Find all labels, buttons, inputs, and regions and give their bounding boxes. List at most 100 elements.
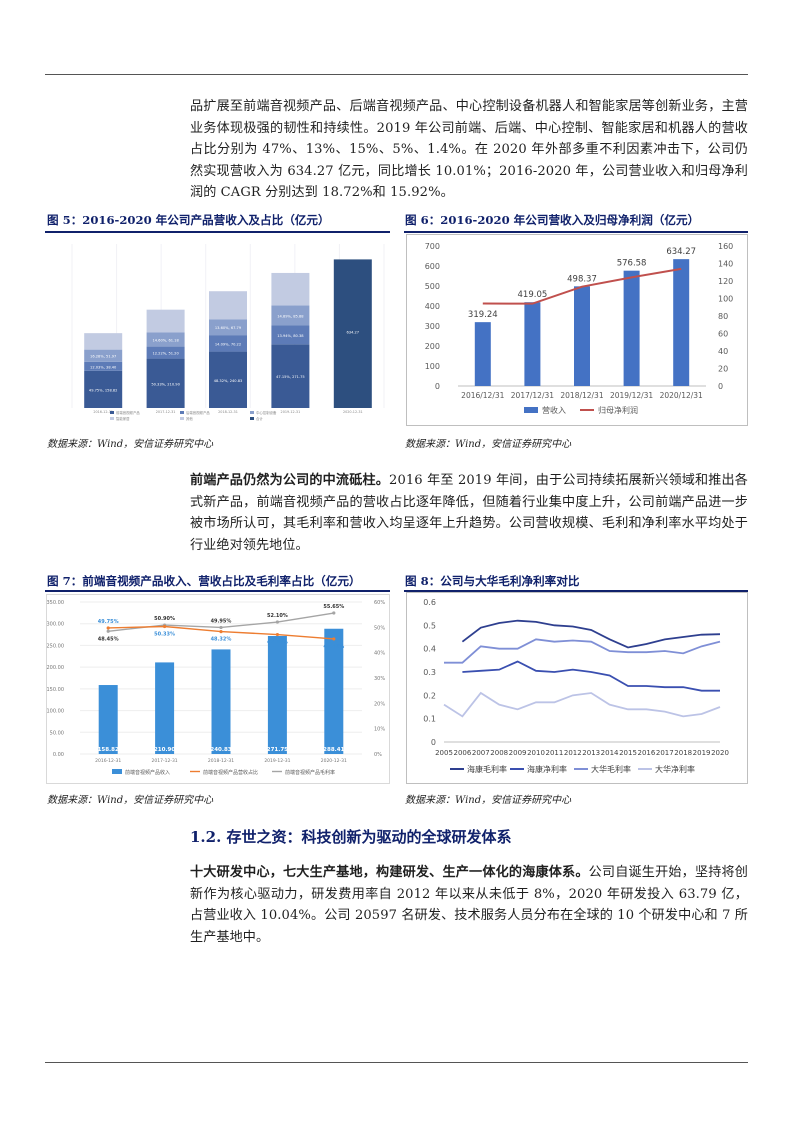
fig8-legend-label: 大华净利率 [655,764,695,774]
fig6-line-net-profit [482,267,682,305]
fig5-legend-swatch [180,417,184,420]
fig7-share-point [332,637,336,641]
fig8-title-underline [404,590,748,592]
fig7-margin-label: 52.10% [267,613,288,619]
fig8-x-tick-label: 2019 [693,749,711,757]
fig7-share-label: 50.33% [154,631,175,637]
fig7-share-label: 45.42% [323,644,344,650]
fig5-x-tick-label: 2016-12-31 [93,410,113,414]
fig7-x-tick-label: 2016-12-31 [95,758,121,764]
fig6-y2-tick-label: 0 [718,382,723,391]
fig6-x-tick-label: 2018/12/31 [560,391,603,400]
section-heading: 1.2. 存世之资：科技创新为驱动的全球研发体系 [190,828,512,846]
fig6-y2-tick-label: 80 [718,312,728,321]
fig6-y2-tick-label: 160 [718,242,733,251]
fig7-title: 图 7：前端音视频产品收入、营收占比及毛利率占比（亿元） [47,574,361,588]
fig5-x-tick-label: 2018-12-31 [218,410,238,414]
fig5-bar-segment [209,335,247,352]
fig7-y-tick-label: 150.00 [47,687,65,693]
fig5-bar-segment [271,305,310,326]
fig5-title: 图 5：2016-2020 年公司产品营收入及占比（亿元） [47,213,330,227]
fig5-segment-label: 12.22%, 51.20 [152,352,179,356]
fig8-x-tick-label: 2016 [637,749,655,757]
fig6-y-tick-label: 100 [425,362,440,371]
fig5-legend-swatch [110,411,114,414]
fig5-bar-segment [146,332,185,347]
fig5-chart: 49.75%, 158.82 12.03%, 38.40 16.28%, 51.97… [50,236,390,426]
fig7-x-tick-label: 2018-12-31 [208,758,234,764]
fig7-y-tick-label: 50.00 [50,730,64,736]
fig6-x-tick-label: 2020/12/31 [660,391,703,400]
fig5-x-tick-label: 2020-12-31 [343,410,363,414]
fig5-segment-label: 14.89%, 85.88 [277,314,304,318]
fig7-y2-tick-label: 0% [374,752,382,758]
fig5-segment-label: 14.09%, 70.22 [215,342,241,346]
fig6-y2-tick-label: 100 [718,295,733,304]
fig5-bar-segment [271,272,310,306]
fig8-legend-label: 海康净利率 [527,764,567,774]
fig7-bar-label: 240.83 [210,747,231,753]
fig6-y-tick-label: 0 [435,382,440,391]
fig8-line [461,619,721,649]
fig6-y-tick-label: 600 [425,262,440,271]
fig7-svg: 0.00 50.00 100.00 150.00 200.00 250.00 300.00 3… [46,594,390,784]
fig6-y2-tick-label: 60 [718,330,728,339]
fig5-segment-label: 13.60%, 67.79 [215,326,242,330]
fig7-x-tick-label: 2020-12-31 [321,758,347,764]
fig7-margin-label: 48.45% [98,636,119,642]
fig8-x-tick-label: 2011 [545,749,563,757]
fig5-svg: 49.75%, 158.82 12.03%, 38.40 16.28%, 51.97… [71,244,385,421]
fig7-margin-label: 50.90% [154,616,175,622]
fig6-legend-revenue: 营收入 [542,405,566,415]
fig6-bar-label: 319.24 [468,310,498,320]
fig8-x-tick-label: 2014 [601,749,619,757]
fig7-y2-tick-label: 10% [374,727,385,733]
fig6-y2-tick-label: 20 [718,365,728,374]
fig5-bar-segment [146,309,185,333]
fig5-legend-label: 智能家居 [116,416,130,421]
fig7-legend-margin: 前端音视频产品毛利率 [285,769,335,776]
fig7-bar [267,635,287,754]
fig5-legend-swatch [110,417,114,420]
fig5-segment-label: 13.94%, 80.38 [277,334,304,338]
fig7-bar [155,662,175,754]
fig6-title: 图 6：2016-2020 年公司营收入及归母净利润（亿元） [405,213,700,227]
fig5-bar-segment [209,351,247,408]
fig7-legend-share: 前端音视频产品营收占比 [203,769,258,776]
fig5-bar-segment [84,370,123,408]
fig8-y-tick-label: 0.2 [423,691,436,700]
fig8-y-tick-label: 0.1 [423,715,436,724]
fig5-title-underline [45,231,390,233]
paragraph-intro: 品扩展至前端音视频产品、后端音视频产品、中心控制设备机器人和智能家居等创新业务，… [190,99,748,201]
fig5-bar-segment [271,344,310,408]
fig6-bar-label: 498.37 [567,274,597,284]
fig6-source: 数据来源：Wind，安信证券研究中心 [405,439,572,450]
fig5-legend-swatch [250,417,254,420]
fig7-y2-tick-label: 50% [374,625,385,631]
paragraph-front-end-body: 2016 年至 2019 年间，由于公司持续拓展新兴领域和推出各式新产品，前端音… [190,473,748,553]
fig8-y-tick-label: 0.5 [423,621,436,630]
fig8-x-tick-label: 2020 [711,749,729,757]
fig8-line [444,638,721,664]
fig6-svg: 0 100 200 300 400 500 600 700 0 20 40 60 80 100 120 140… [406,234,748,426]
fig7-bar-label: 158.82 [98,747,119,753]
fig7-bar [324,628,344,754]
fig6-legend-profit: 归母净利润 [598,405,638,415]
fig5-segment-label: 50.33%, 210.90 [151,382,180,386]
fig5-segment-label: 12.03%, 38.40 [90,365,117,369]
fig7-margin-point [219,625,223,630]
fig7-margin-label: 55.65% [323,604,344,610]
fig7-margin-point [275,620,279,624]
fig7-share-label: 48.32% [211,637,232,643]
fig8-y-tick-label: 0.6 [423,598,436,607]
fig5-legend-swatch [250,411,254,414]
fig6-y-tick-label: 400 [425,302,440,311]
fig5-segment-label: 634.27 [347,331,360,335]
fig6-title-underline [404,231,748,233]
fig7-legend-swatch-revenue [112,769,122,774]
fig7-y-tick-label: 0.00 [53,752,64,758]
fig5-bar-segment [271,325,310,345]
fig7-share-point [106,626,110,630]
fig5-x-tick-label: 2019-12-31 [281,410,301,414]
